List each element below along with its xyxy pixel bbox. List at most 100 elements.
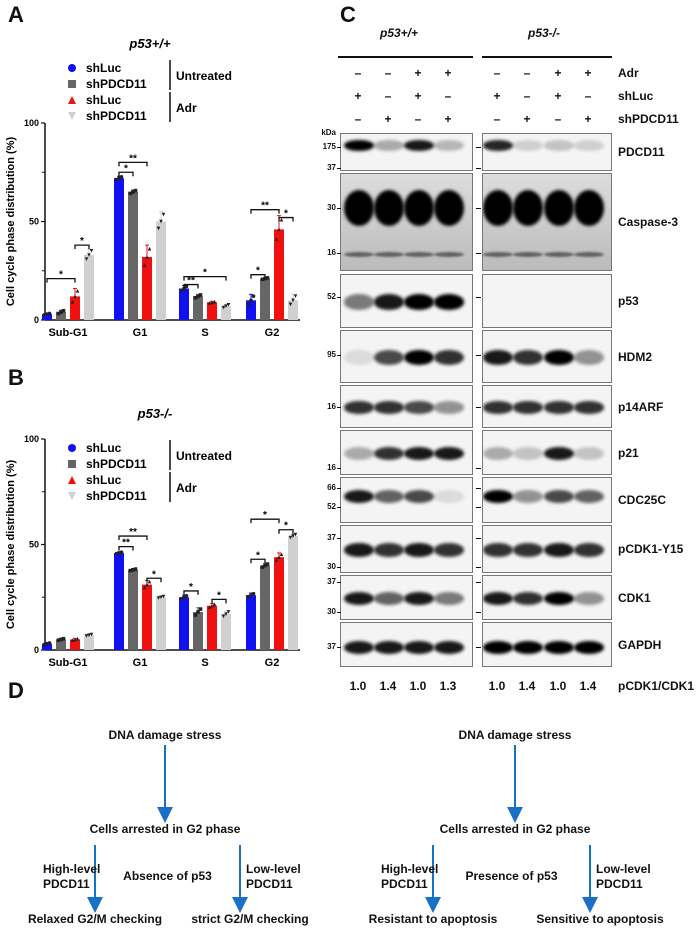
protein-band	[374, 543, 404, 557]
panel-label-b: B	[8, 365, 24, 390]
bar	[56, 312, 66, 320]
y-tick-label: 50	[29, 217, 39, 227]
data-point	[179, 288, 184, 293]
kda-tick	[476, 355, 481, 356]
protein-band	[374, 252, 404, 258]
bar	[260, 278, 270, 320]
protein-band	[434, 252, 464, 258]
protein-band	[574, 641, 604, 655]
kda-tick	[337, 253, 341, 254]
legend-entry: shLuc	[86, 441, 122, 455]
legend-group-label: Adr	[176, 481, 197, 495]
significance-bracket	[46, 277, 76, 283]
condition-sign: +	[523, 112, 531, 126]
protein-band	[434, 140, 464, 151]
data-point	[128, 568, 133, 573]
blot-row-label: CDK1	[618, 590, 651, 605]
protein-band	[574, 252, 604, 258]
group-underline-wt	[338, 56, 473, 58]
kda-label: kDa	[321, 128, 336, 137]
condition-sign: –	[493, 112, 501, 126]
legend-group-label: Untreated	[176, 69, 232, 83]
kda-tick	[337, 582, 341, 583]
group-underline-ko	[482, 56, 612, 58]
kda-tick	[337, 147, 341, 148]
data-point	[156, 226, 161, 231]
data-point	[221, 614, 226, 619]
condition-sign: –	[584, 89, 592, 103]
diagram-left-outcome: Relaxed G2/M checking	[27, 912, 163, 926]
legend-entry: shLuc	[86, 61, 122, 75]
condition-sign: +	[444, 66, 452, 80]
protein-band	[513, 543, 543, 557]
data-point	[251, 591, 256, 596]
data-point	[265, 562, 270, 566]
kda-tick	[476, 468, 481, 469]
data-point	[147, 579, 152, 584]
protein-band	[513, 350, 543, 365]
data-point	[142, 585, 147, 590]
protein-band	[404, 401, 434, 414]
protein-band	[374, 294, 404, 310]
panel-label-d: D	[8, 678, 24, 703]
significance-bracket	[211, 598, 227, 604]
kda-tick	[476, 507, 481, 508]
data-point	[133, 188, 138, 193]
kda-tick	[476, 612, 481, 613]
bar	[246, 595, 256, 650]
diagram-right-outcome: Sensitive to apoptosis	[536, 912, 664, 926]
diagram-right-branch-line2: PDCD11	[246, 877, 293, 891]
data-point	[260, 565, 265, 569]
protein-band	[344, 447, 374, 460]
protein-band	[544, 350, 574, 365]
data-point	[61, 636, 66, 641]
significance-bracket	[250, 209, 280, 214]
bar	[56, 639, 66, 650]
protein-band	[513, 190, 543, 227]
significance-label: *	[284, 521, 288, 532]
protein-band	[483, 543, 513, 557]
data-point	[128, 191, 133, 196]
protein-band	[374, 489, 404, 503]
bar	[260, 565, 270, 650]
kda-tick	[476, 253, 481, 254]
data-point	[274, 237, 279, 241]
kda-marker: 30	[327, 607, 336, 616]
significance-label: *	[284, 209, 288, 220]
significance-label: *	[152, 569, 156, 580]
significance-bracket	[74, 244, 90, 250]
diagram-right-branch-line1: Low-level	[596, 862, 651, 876]
x-tick-label: Sub-G1	[48, 327, 87, 339]
ratio-value: 1.3	[439, 679, 457, 693]
protein-band	[434, 592, 464, 605]
blot-row-label: HDM2	[618, 349, 653, 364]
significance-label: *	[124, 163, 128, 174]
blot-strip	[340, 385, 473, 428]
significance-label: **	[187, 276, 195, 287]
data-point	[251, 294, 256, 298]
data-point	[131, 568, 135, 572]
data-point	[279, 552, 284, 557]
data-point	[133, 567, 138, 571]
western-blot-panel: p53+/+ p53-/- Adr shLuc shPDCD11 kDa pCD…	[321, 26, 694, 693]
kda-marker: 30	[327, 562, 336, 571]
bar	[128, 191, 138, 320]
protein-band	[434, 447, 464, 460]
diagram-middle-text: Cells arrested in G2 phase	[89, 822, 241, 836]
panel-label-c: C	[340, 2, 356, 27]
blot-row-label: GAPDH	[618, 637, 662, 652]
data-point	[159, 595, 163, 600]
significance-label: *	[80, 236, 84, 247]
bar-chart-p53-wt: p53+/+ Cell cycle phase distribution (%) 0…	[5, 36, 300, 339]
protein-band	[574, 592, 604, 605]
ratio-value: 1.0	[488, 679, 506, 693]
bar	[84, 254, 94, 320]
significance-bracket	[278, 529, 294, 534]
kda-tick	[337, 538, 341, 539]
bar	[114, 178, 124, 320]
protein-band	[434, 190, 464, 227]
kda-marker: 95	[327, 350, 336, 359]
diagram-center-text: Absence of p53	[123, 869, 212, 883]
data-point	[156, 596, 161, 600]
condition-sign: –	[554, 112, 562, 126]
